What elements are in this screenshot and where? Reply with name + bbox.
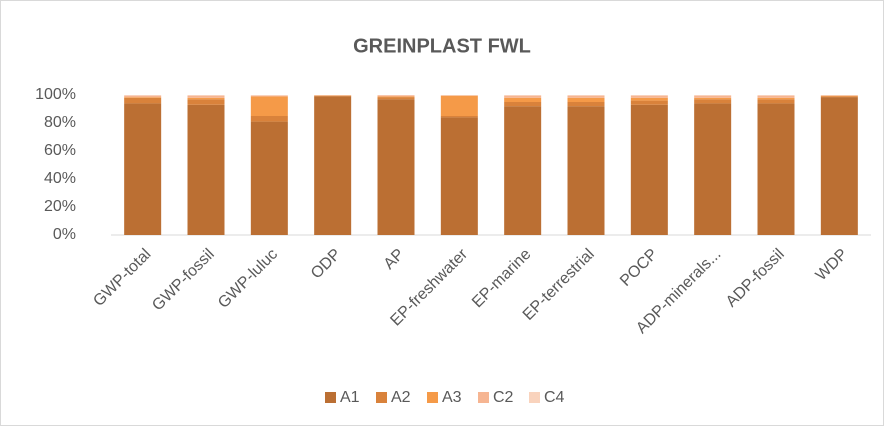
y-tick-label: 40% — [44, 170, 76, 187]
bar-segment — [694, 103, 731, 235]
bar-segment — [124, 103, 161, 235]
bar-segment — [504, 98, 541, 102]
bar-segment — [568, 98, 605, 102]
legend-label: C2 — [493, 389, 514, 406]
y-tick-label: 80% — [44, 114, 76, 131]
bar-segment — [631, 96, 668, 98]
bar-segment — [251, 95, 288, 96]
legend-swatch — [529, 392, 540, 403]
bar-segment — [568, 96, 605, 98]
bar-segment — [124, 96, 161, 97]
bar-segment — [188, 96, 225, 98]
bar-segment — [504, 95, 541, 96]
bar-segment — [631, 95, 668, 96]
bar-segment — [694, 99, 731, 103]
bar-segment — [758, 96, 795, 98]
bar-segment — [504, 102, 541, 106]
y-tick-label: 0% — [53, 226, 76, 243]
bar-segment — [124, 97, 161, 98]
bar-segment — [441, 117, 478, 235]
bar-segment — [694, 98, 731, 99]
bar-segment — [694, 95, 731, 96]
bar-segment — [758, 95, 795, 96]
bar-segment — [758, 99, 795, 103]
bar-segment — [124, 98, 161, 104]
bar-segment — [251, 96, 288, 97]
legend-label: A2 — [391, 389, 411, 406]
legend-label: A1 — [340, 389, 360, 406]
bar-segment — [124, 95, 161, 96]
bar-segment — [188, 95, 225, 96]
bar-segment — [188, 105, 225, 235]
legend-swatch — [325, 392, 336, 403]
bar-segment — [568, 106, 605, 235]
bar-segment — [631, 98, 668, 101]
bar-segment — [821, 97, 858, 235]
bar-segment — [758, 103, 795, 235]
bar-segment — [251, 122, 288, 235]
bar-segment — [631, 101, 668, 105]
bar-segment — [504, 106, 541, 235]
legend-swatch — [478, 392, 489, 403]
bar-segment — [821, 96, 858, 97]
bar-segment — [441, 96, 478, 116]
y-tick-label: 60% — [44, 142, 76, 159]
bar-segment — [441, 116, 478, 117]
bar-segment — [378, 99, 415, 235]
bar-segment — [631, 105, 668, 235]
bar-segment — [568, 102, 605, 106]
chart-title: GREINPLAST FWL — [353, 35, 531, 57]
bar-segment — [821, 96, 858, 97]
y-tick-label: 100% — [35, 86, 76, 103]
bar-segment — [314, 96, 351, 235]
legend-swatch — [427, 392, 438, 403]
bar-segment — [188, 98, 225, 99]
bar-segment — [758, 98, 795, 99]
bar-segment — [378, 96, 415, 97]
legend-label: A3 — [442, 389, 462, 406]
y-tick-label: 20% — [44, 198, 76, 215]
bar-segment — [504, 96, 541, 98]
bar-segment — [378, 97, 415, 99]
bar-segment — [251, 116, 288, 122]
bar-segment — [694, 96, 731, 98]
bar-segment — [568, 95, 605, 96]
legend-label: C4 — [544, 389, 565, 406]
bar-segment — [378, 95, 415, 96]
legend-swatch — [376, 392, 387, 403]
bar-segment — [251, 96, 288, 116]
bar-segment — [314, 96, 351, 97]
bar-segment — [188, 99, 225, 105]
